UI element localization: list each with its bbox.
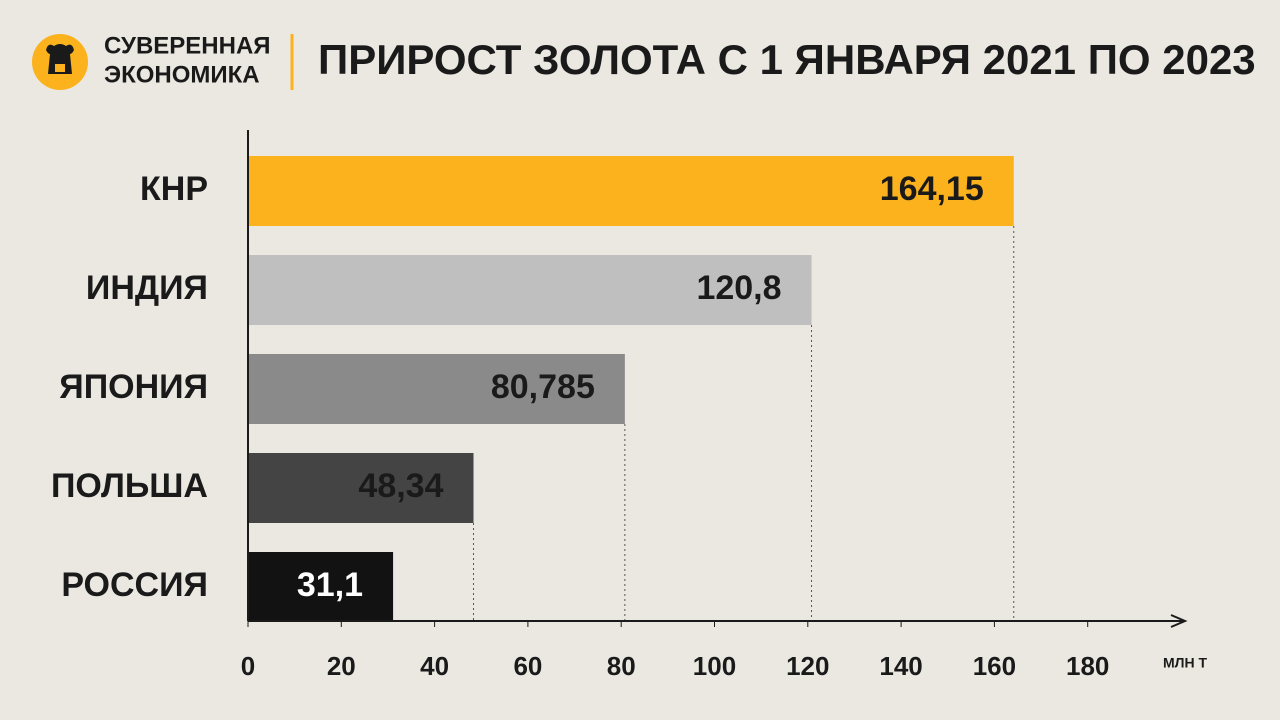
value-label: 164,15 xyxy=(880,170,984,208)
x-tick-label: 160 xyxy=(973,651,1016,681)
category-label: ИНДИЯ xyxy=(86,269,208,307)
chart-title: ПРИРОСТ ЗОЛОТА С 1 ЯНВАРЯ 2021 ПО 2023 xyxy=(318,36,1256,83)
value-label: 80,785 xyxy=(491,368,595,406)
category-label: КНР xyxy=(140,170,208,208)
logo-bar xyxy=(55,64,65,72)
logo-bear xyxy=(46,44,74,74)
axis-arrow xyxy=(1170,614,1188,628)
x-tick-label: 140 xyxy=(879,651,922,681)
x-tick-label: 120 xyxy=(786,651,829,681)
bar xyxy=(248,552,394,622)
bar xyxy=(248,255,812,325)
x-tick-label: 60 xyxy=(513,651,542,681)
category-label: РОССИЯ xyxy=(61,566,208,604)
category-label: ЯПОНИЯ xyxy=(59,368,208,406)
x-tick-label: 20 xyxy=(327,651,356,681)
value-label: 120,8 xyxy=(696,269,781,307)
x-tick-label: 80 xyxy=(607,651,636,681)
value-label: 48,34 xyxy=(358,467,443,505)
bar xyxy=(248,453,474,523)
brand-line: СУВЕРЕННАЯ xyxy=(104,32,271,59)
logo xyxy=(32,34,88,90)
category-label: ПОЛЬША xyxy=(51,467,208,505)
x-axis-label: МЛН Т xyxy=(1163,655,1207,671)
x-tick-label: 0 xyxy=(241,651,255,681)
x-tick-label: 180 xyxy=(1066,651,1109,681)
x-tick-label: 40 xyxy=(420,651,449,681)
value-label: 31,1 xyxy=(297,566,363,604)
x-tick-label: 100 xyxy=(693,651,736,681)
bar xyxy=(248,156,1014,226)
brand-line: ЭКОНОМИКА xyxy=(104,61,260,88)
bar xyxy=(248,354,625,424)
